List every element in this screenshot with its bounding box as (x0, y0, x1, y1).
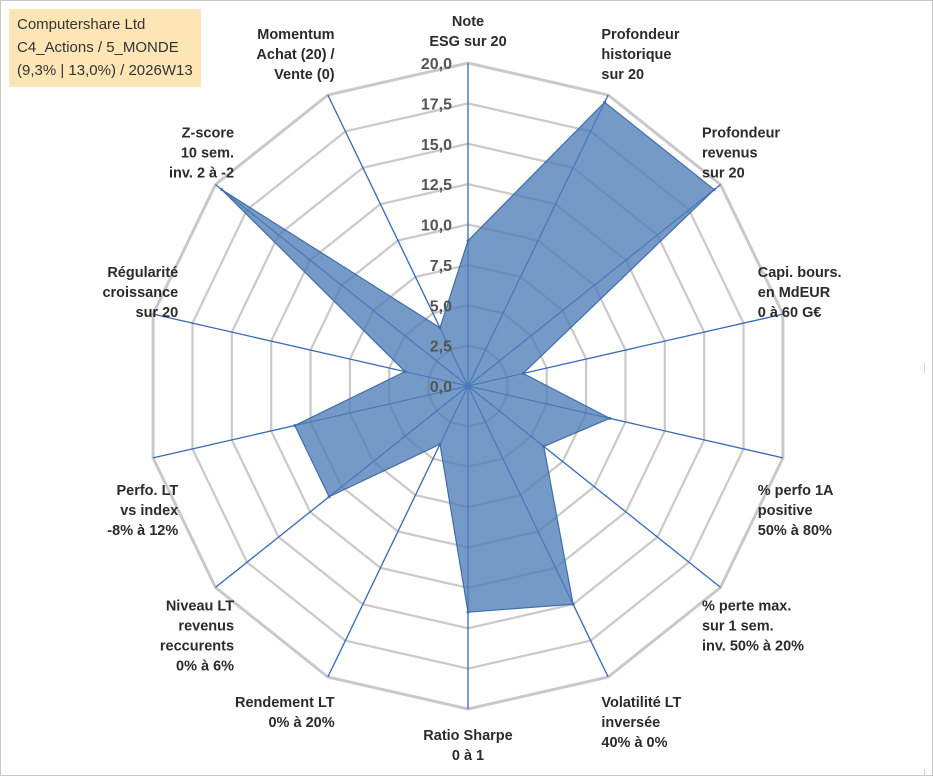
portfolio-category: C4_Actions / 5_MONDE (17, 39, 179, 56)
axis-labels: Note ESG sur 20 Profondeur historique sur 20… (102, 14, 841, 764)
data-point (712, 188, 716, 192)
data-point (571, 602, 575, 606)
data-point (603, 100, 607, 104)
data-point (220, 188, 224, 192)
axis-label: Ratio Sharpe 0 à 1 (423, 728, 512, 764)
scroll-mark-bottom (924, 769, 925, 775)
tick-label: 5,0 (430, 298, 452, 315)
data-point (466, 610, 470, 614)
axis-label: % perfo 1A positive 50% à 80% (758, 483, 834, 539)
tick-label: 0,0 (430, 379, 452, 396)
data-point (466, 239, 470, 243)
axis-label: Rendement LT 0% à 20% (235, 695, 335, 731)
axis-label: % perte max. sur 1 sem. inv. 50% à 20% (702, 599, 804, 655)
axis-label: Volatilité LT inversée 40% à 0% (601, 695, 681, 751)
axis-label: Niveau LT revenus reccurents 0% à 6% (160, 599, 234, 675)
axis-label: Note ESG sur 20 (429, 14, 506, 50)
axis-label: Momentum Achat (20) / Vente (0) (256, 27, 334, 83)
tick-label: 20,0 (421, 56, 452, 73)
axis-label: Capi. bours. en MdEUR 0 à 60 G€ (758, 265, 842, 321)
axis-label: Perfo. LT vs index -8% à 12% (107, 483, 178, 539)
performance-week: (9,3% | 13,0%) / 2026W13 (17, 62, 193, 79)
tick-label: 12,5 (421, 177, 452, 194)
data-point (403, 370, 407, 374)
scroll-mark-top (924, 363, 925, 373)
data-point (542, 444, 546, 448)
tick-label: 15,0 (421, 137, 452, 154)
tick-label: 2,5 (430, 339, 452, 356)
tick-label: 10,0 (421, 218, 452, 235)
data-point (327, 495, 331, 499)
axis-label: Régularité croissance sur 20 (102, 265, 178, 321)
tick-label: 17,5 (421, 96, 452, 113)
axis-label: Z-score 10 sem. inv. 2 à -2 (169, 125, 234, 181)
data-point (608, 416, 612, 420)
tick-labels: 0,0 2,5 5,0 7,5 10,0 12,5 15,0 17,5 20,0 (421, 56, 452, 396)
data-point (521, 371, 525, 375)
axis-label: Profondeur historique sur 20 (601, 27, 679, 83)
axis-label: Profondeur revenus sur 20 (702, 125, 780, 181)
data-point (438, 326, 442, 330)
info-box: Computershare Ltd C4_Actions / 5_MONDE (… (9, 9, 201, 87)
data-point (293, 424, 297, 428)
series-layer (220, 100, 716, 614)
data-point (438, 442, 442, 446)
tick-label: 7,5 (430, 258, 452, 275)
company-name: Computershare Ltd (17, 16, 146, 33)
